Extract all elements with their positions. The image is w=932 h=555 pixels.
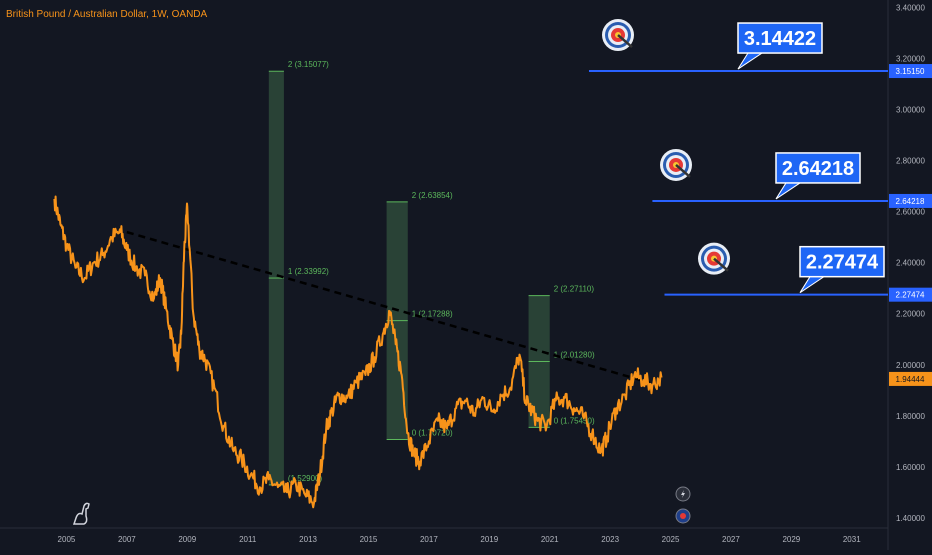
target-price-label-bg (889, 193, 932, 208)
chart-title: British Pound / Australian Dollar, 1W, O… (6, 9, 208, 20)
target-icons (602, 19, 730, 275)
target-price-label: 3.15150 (896, 67, 925, 76)
fib-level-label: 1 (2.01280) (554, 350, 595, 359)
time-tick-label: 2011 (239, 535, 257, 544)
fib-level-label: 0 (1.75450) (554, 416, 595, 425)
price-tick-label: 2.20000 (896, 310, 925, 319)
price-tick-label: 3.00000 (896, 106, 925, 115)
fib-extension-boxes: 2 (3.15077) 1 (2.33992) (1.52900) 2 (2.6385… (268, 60, 595, 486)
current-price-label-bg (889, 371, 932, 386)
current-price-label: 1.94444 (896, 375, 925, 384)
time-axis[interactable]: 2005 2007 2009 2011 2013 2015 2017 2019 2021 2023… (58, 535, 862, 544)
callout-box (737, 22, 823, 54)
callout-box (775, 152, 861, 184)
fib-level-label: 1 (2.17288) (412, 310, 453, 319)
fib-level-label: 2 (3.15077) (288, 60, 329, 69)
price-tick-label: 2.00000 (896, 361, 925, 370)
target-price-label: 2.27474 (896, 291, 925, 300)
time-tick-label: 2027 (722, 535, 740, 544)
trendline-group (126, 230, 650, 384)
target-callouts: 3.14422 2.64218 2.27474 (737, 22, 885, 294)
target-icon (602, 19, 634, 52)
flash-icon[interactable] (675, 486, 691, 502)
time-tick-label: 2007 (118, 535, 136, 544)
time-tick-label: 2009 (178, 535, 196, 544)
time-tick-label: 2025 (662, 535, 680, 544)
flag-icon[interactable] (675, 508, 691, 524)
dino-logo-icon (72, 502, 90, 525)
price-tick-label: 3.20000 (896, 55, 925, 64)
callout-value: 2.64218 (782, 158, 854, 180)
target-price-label-bg (889, 287, 932, 302)
price-line (53, 195, 663, 509)
target-icon (660, 148, 692, 181)
dashed-trendline (126, 230, 650, 384)
fib-level-label: (1.52900) (288, 474, 323, 483)
fib-level-label: 1 (2.33992) (288, 267, 329, 276)
time-tick-label: 2017 (420, 535, 438, 544)
time-tick-label: 2019 (480, 535, 498, 544)
price-axis[interactable]: 3.15150 2.64218 2.27474 3.40000 3.20000 3.000… (889, 4, 932, 523)
callout-box (799, 245, 885, 278)
time-tick-label: 2015 (360, 535, 378, 544)
price-tick-label: 1.40000 (896, 514, 925, 523)
time-tick-label: 2029 (782, 535, 800, 544)
price-series (53, 195, 663, 509)
target-lines (588, 70, 888, 296)
fib-level-label: 2 (2.27110) (554, 285, 595, 294)
price-tick-label: 2.60000 (896, 208, 925, 217)
target-price-label-bg (889, 64, 932, 79)
time-tick-label: 2031 (843, 535, 861, 544)
time-tick-label: 2013 (299, 535, 317, 544)
fib-level-label: 0 (1.70720) (412, 428, 453, 437)
fib-level-label: 2 (2.63854) (412, 191, 453, 200)
time-tick-label: 2023 (601, 535, 619, 544)
price-tick-label: 1.80000 (896, 412, 925, 421)
price-tick-label: 2.80000 (896, 157, 925, 166)
target-price-label: 2.64218 (896, 197, 925, 206)
price-tick-label: 3.40000 (896, 4, 925, 13)
callout-value: 3.14422 (744, 28, 816, 50)
target-icon (698, 242, 730, 275)
time-tick-label: 2005 (58, 535, 76, 544)
callout-value: 2.27474 (806, 252, 879, 274)
price-tick-label: 2.40000 (896, 259, 925, 268)
price-tick-label: 1.60000 (896, 463, 925, 472)
time-tick-label: 2021 (541, 535, 559, 544)
